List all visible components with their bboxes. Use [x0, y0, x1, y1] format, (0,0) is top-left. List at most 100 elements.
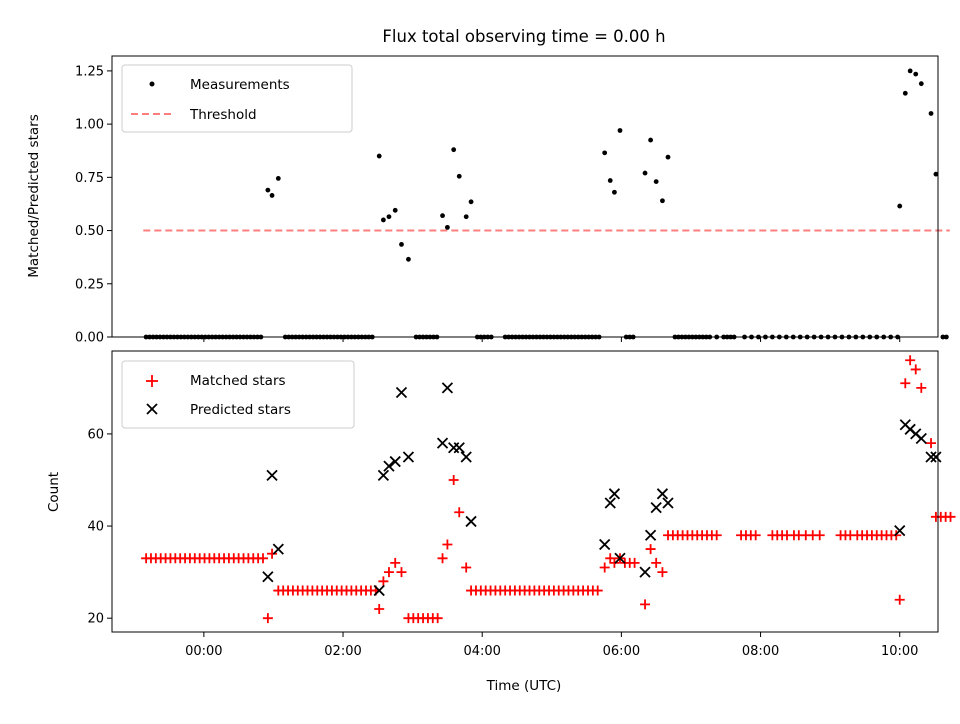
- bottom-axes-frame: [111, 350, 939, 633]
- matched-star-point: [374, 603, 385, 614]
- top-y-tick-label: 0.00: [75, 331, 104, 346]
- bottom-panel: Count Time (UTC) 20 40 60 00:00 02:00 04:00 06…: [46, 350, 956, 694]
- top-legend: Measurements Threshold: [121, 64, 353, 133]
- matched-star-point: [905, 355, 916, 366]
- matched-star-point: [461, 562, 472, 573]
- measurement-point: [440, 213, 445, 219]
- matched-star-point: [645, 544, 656, 555]
- bottom-y-tick-label: 20: [87, 612, 104, 627]
- matched-star-point: [910, 364, 921, 375]
- matched-star-point: [916, 382, 927, 393]
- bottom-legend-box: [121, 360, 355, 429]
- matched-star-point: [267, 548, 278, 559]
- bottom-x-tick-label: 04:00: [463, 644, 500, 659]
- measurement-point: [468, 199, 474, 205]
- measurement-point: [933, 171, 939, 177]
- measurement-point: [445, 224, 450, 230]
- predicted-star-point: [389, 455, 401, 468]
- bottom-ticks: 20 40 60 00:00 02:00 04:00 06:00 08:00 10:00: [87, 427, 918, 659]
- predicted-star-point: [599, 538, 611, 551]
- predicted-star-point: [604, 497, 616, 509]
- top-x-ticks: [203, 337, 901, 342]
- top-y-tick-label: 1.25: [75, 64, 104, 79]
- measurement-point: [617, 128, 623, 133]
- predicted-legend-marker: [146, 403, 158, 415]
- matched-legend-marker: [146, 375, 158, 387]
- matched-star-point: [396, 567, 407, 578]
- predicted-star-point: [383, 460, 395, 472]
- measurement-point: [380, 217, 386, 223]
- top-y-ticks: 0.00 0.25 0.50 0.75 1.00 1.25: [75, 64, 112, 346]
- matched-star-point: [262, 613, 273, 624]
- matched-star-point: [814, 530, 825, 541]
- legend-predicted-stars: Predicted stars: [190, 402, 291, 418]
- predicted-star-point: [894, 525, 906, 537]
- measurement-point: [648, 137, 654, 143]
- x-axis-label: Time (UTC): [486, 678, 562, 694]
- matched-star-point: [640, 599, 651, 610]
- measurement-point: [918, 81, 924, 87]
- measurement-point: [451, 147, 457, 153]
- top-y-tick-label: 0.25: [75, 277, 104, 292]
- predicted-star-point: [453, 442, 465, 454]
- top-y-tick-label: 0.75: [75, 171, 104, 186]
- measurement-point: [607, 178, 613, 183]
- measurement-point: [612, 189, 617, 195]
- matched-star-point: [629, 557, 640, 568]
- measurement-point: [902, 90, 908, 96]
- measurement-point: [399, 241, 404, 247]
- top-plot-area: [143, 68, 950, 340]
- measurement-point: [907, 68, 913, 74]
- bottom-x-tick-label: 08:00: [742, 644, 779, 659]
- measurement-point: [653, 179, 659, 184]
- matched-star-point: [454, 507, 465, 518]
- measurement-point: [406, 256, 411, 262]
- matched-star-point: [945, 511, 956, 522]
- measurement-point: [456, 173, 462, 179]
- matched-star-point: [926, 438, 937, 449]
- matched-star-point: [599, 562, 610, 573]
- bottom-plot-area: [141, 355, 956, 624]
- bottom-x-tick-label: 02:00: [324, 644, 361, 659]
- predicted-star-point: [465, 515, 477, 528]
- predicted-star-point: [930, 451, 942, 463]
- measurements-legend-marker: [149, 81, 155, 87]
- predicted-star-point: [373, 584, 385, 597]
- matched-star-point: [378, 576, 389, 587]
- predicted-star-point: [266, 469, 278, 482]
- matched-star-point: [592, 585, 603, 596]
- measurement-point: [463, 214, 469, 220]
- bottom-x-tick-label: 10:00: [881, 644, 918, 659]
- predicted-star-point: [925, 451, 937, 463]
- bottom-y-tick-label: 40: [87, 520, 104, 535]
- top-legend-box: [121, 64, 353, 133]
- legend-measurements: Measurements: [190, 77, 290, 93]
- matched-star-point: [390, 557, 401, 568]
- matched-star-point: [900, 378, 911, 389]
- measurement-point: [642, 170, 648, 176]
- predicted-star-point: [639, 566, 651, 578]
- predicted-star-point: [915, 432, 927, 445]
- bottom-y-axis-label: Count: [46, 472, 62, 512]
- measurement-point: [665, 154, 671, 160]
- measurement-point: [928, 111, 934, 116]
- bottom-legend: Matched stars Predicted stars: [121, 360, 355, 429]
- bottom-y-tick-label: 60: [87, 427, 104, 442]
- measurement-point: [376, 153, 382, 159]
- top-y-axis-label: Matched/Predicted stars: [26, 114, 42, 277]
- predicted-star-point: [662, 497, 674, 509]
- chart-title: Flux total observing time = 0.00 h: [382, 27, 665, 46]
- predicted-star-point: [608, 488, 621, 500]
- measurement-point: [602, 150, 608, 156]
- predicted-star-point: [460, 451, 472, 463]
- top-axes-frame: [111, 55, 939, 338]
- matched-star-point: [894, 594, 905, 605]
- predicted-star-point: [656, 488, 669, 500]
- predicted-star-point: [650, 501, 662, 514]
- measurement-point: [275, 176, 281, 181]
- matched-star-point: [432, 613, 443, 624]
- bottom-x-tick-label: 00:00: [185, 644, 222, 659]
- measurement-point: [897, 203, 903, 209]
- predicted-star-point: [272, 543, 284, 555]
- matched-star-point: [442, 539, 453, 550]
